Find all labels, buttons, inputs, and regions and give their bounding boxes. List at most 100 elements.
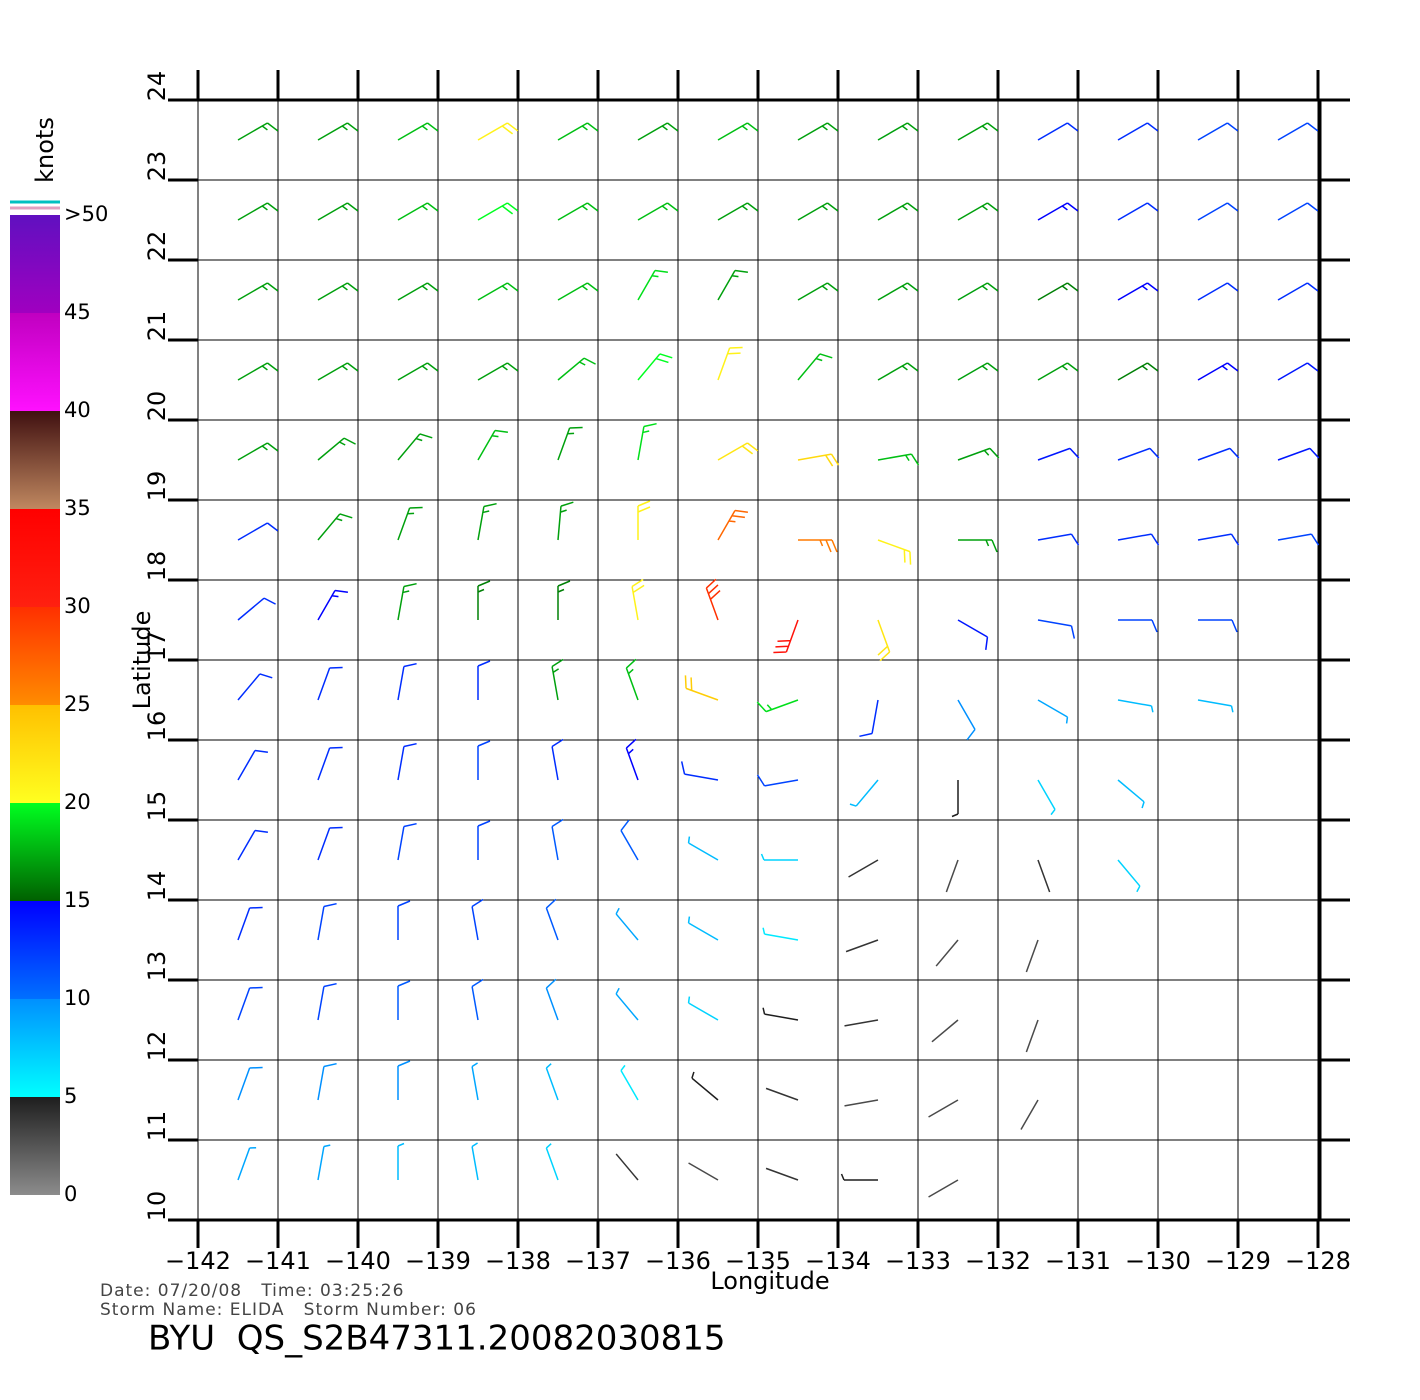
wind-barb	[877, 282, 919, 301]
x-tick-label: −140	[325, 1247, 391, 1275]
wind-barb	[1117, 533, 1160, 546]
x-tick-label: −132	[965, 1247, 1031, 1275]
wind-barb	[1197, 122, 1239, 141]
wind-barb	[551, 738, 564, 781]
wind-barb	[797, 202, 839, 221]
wind-barb	[928, 1179, 959, 1198]
x-tick-label: −141	[245, 1247, 311, 1275]
wind-barb	[1117, 122, 1159, 141]
wind-barb	[397, 122, 439, 141]
wind-barb	[958, 539, 998, 553]
y-tick-label: 19	[143, 471, 171, 502]
wind-barb	[1117, 779, 1145, 809]
wind-barb	[1198, 619, 1238, 633]
wind-barb	[1277, 447, 1320, 461]
x-tick-label: −135	[725, 1247, 791, 1275]
x-tick-label: −129	[1205, 1247, 1271, 1275]
wind-barb	[317, 982, 337, 1021]
wind-barb	[317, 282, 359, 301]
wind-barb	[237, 673, 273, 701]
wind-barb	[397, 202, 439, 221]
wind-barb	[1117, 859, 1141, 893]
wind-barb	[397, 362, 439, 381]
wind-barb	[317, 1144, 331, 1181]
wind-barb	[317, 902, 337, 941]
wind-barb	[931, 1019, 959, 1043]
footer-title: BYU QS_S2B47311.20082030815	[148, 1319, 726, 1359]
wind-barb	[877, 453, 920, 466]
wind-barb	[845, 939, 879, 953]
y-tick-label: 10	[143, 1191, 171, 1222]
wind-barb	[397, 662, 417, 701]
colorbar-tick-label: 0	[64, 1182, 77, 1206]
x-tick-label: −137	[565, 1247, 631, 1275]
y-tick-label: 20	[143, 391, 171, 422]
wind-barb	[397, 1142, 405, 1180]
wind-barb	[615, 1153, 639, 1181]
y-tick-label: 13	[143, 951, 171, 982]
wind-barb	[798, 539, 838, 553]
x-tick-label: −128	[1285, 1247, 1351, 1275]
wind-barb	[477, 362, 519, 381]
wind-barb	[477, 580, 491, 620]
wind-barb	[687, 916, 719, 941]
wind-barb	[957, 619, 989, 650]
wind-barb	[762, 927, 799, 941]
wind-barb	[717, 122, 759, 141]
wind-barb	[557, 282, 599, 301]
wind-barb	[844, 1019, 879, 1027]
wind-barb	[684, 675, 719, 701]
wind-barb	[397, 900, 411, 940]
x-tick-label: −139	[405, 1247, 471, 1275]
wind-barb	[844, 1099, 879, 1107]
wind-barb	[397, 980, 411, 1020]
y-tick-label: 23	[143, 151, 171, 182]
wind-barb	[237, 522, 279, 541]
wind-barb	[848, 859, 879, 878]
wind-barb	[477, 820, 491, 860]
colorbar-segment	[10, 313, 60, 411]
wind-barb	[877, 619, 891, 662]
colorbar-label: knots	[31, 117, 59, 183]
wind-barb	[1037, 533, 1080, 546]
wind-barb	[631, 578, 645, 621]
colorbar-tick-label: >50	[64, 202, 108, 226]
wind-barb	[877, 202, 919, 221]
footer-date: Date: 07/20/08 Time: 03:25:26	[100, 1281, 404, 1301]
wind-barb	[797, 453, 840, 467]
wind-barb	[1037, 282, 1079, 301]
colorbar-tick-label: 35	[64, 496, 91, 520]
wind-barb	[637, 269, 668, 301]
wind-barb	[397, 582, 417, 621]
colorbar-segment	[10, 411, 60, 509]
x-tick-label: −130	[1125, 1247, 1191, 1275]
x-tick-label: −134	[805, 1247, 871, 1275]
wind-barb	[397, 282, 439, 301]
colorbar-tick-label: 20	[64, 790, 91, 814]
wind-barb	[957, 122, 999, 141]
wind-barb	[477, 740, 491, 780]
wind-barb	[1117, 362, 1159, 381]
y-tick-label: 22	[143, 231, 171, 262]
colorbar-segment	[10, 1097, 60, 1195]
wind-barb	[1197, 282, 1239, 301]
wind-barb	[717, 346, 743, 381]
wind-barb	[237, 829, 268, 861]
wind-barb	[551, 818, 564, 861]
wind-barb	[1020, 1099, 1039, 1130]
wind-barb	[1025, 939, 1039, 973]
colorbar-segment	[10, 509, 60, 607]
wind-barb	[317, 1062, 337, 1101]
wind-barb	[1037, 362, 1079, 381]
wind-barb	[237, 597, 276, 621]
wind-barb	[687, 996, 719, 1021]
wind-barb	[477, 502, 497, 541]
wind-barb	[317, 202, 359, 221]
x-tick-label: −138	[485, 1247, 551, 1275]
wind-barb	[957, 699, 976, 741]
wind-barb	[688, 1162, 719, 1181]
wind-barb	[557, 426, 583, 461]
wind-barb	[471, 978, 484, 1021]
wind-barb	[859, 699, 879, 738]
y-tick-label: 16	[143, 711, 171, 742]
